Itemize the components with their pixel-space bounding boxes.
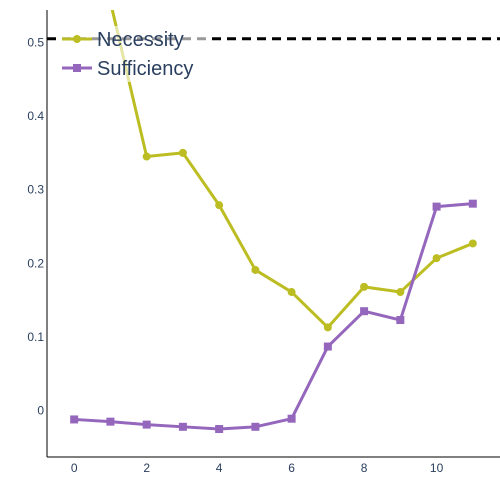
series-line-necessity [110,10,474,329]
data-point-necessity [142,152,151,161]
x-tick-label: 8 [361,461,368,475]
x-tick-labels: 0 2 4 6 8 10 [71,461,444,475]
series-line-sufficiency [74,202,473,431]
legend-background [58,26,206,82]
y-tick-label: 0.1 [27,330,44,344]
data-point-necessity [323,323,332,332]
legend-marker-sufficiency [73,64,81,72]
data-point-necessity [432,254,441,263]
data-point-sufficiency [178,422,187,431]
data-point-necessity [360,282,369,291]
data-point-sufficiency [432,202,441,211]
legend: Necessity Sufficiency [58,26,206,82]
plot-area [47,10,500,457]
data-point-sufficiency [142,420,151,429]
data-point-sufficiency [360,307,369,316]
x-tick-label: 10 [430,461,444,475]
y-tick-label: 0.4 [27,109,44,123]
data-point-sufficiency [287,414,296,423]
series-layer [70,0,477,434]
data-point-sufficiency [215,425,224,434]
data-point-necessity [251,265,260,274]
data-point-sufficiency [106,417,115,426]
y-tick-label: 0.3 [27,183,44,197]
data-point-sufficiency [323,342,332,351]
legend-label-necessity: Necessity [97,29,184,51]
y-tick-label: 0.2 [27,256,44,270]
data-point-necessity [468,239,477,248]
legend-label-sufficiency: Sufficiency [97,58,193,80]
y-tick-label: 0 [37,404,44,418]
x-tick-label: 4 [216,461,223,475]
data-point-necessity [287,288,296,297]
data-point-necessity [215,201,224,210]
data-point-sufficiency [468,199,477,208]
data-point-sufficiency [251,422,260,431]
x-tick-label: 0 [71,461,78,475]
x-tick-label: 2 [143,461,150,475]
data-point-sufficiency [70,415,79,424]
y-tick-label: 0.5 [27,35,44,49]
data-point-necessity [106,0,114,6]
data-point-necessity [178,148,187,157]
data-point-necessity [396,288,405,297]
x-tick-label: 6 [288,461,295,475]
data-point-sufficiency [396,316,405,325]
y-tick-labels: 0 0.1 0.2 0.3 0.4 0.5 [27,35,44,417]
legend-marker-necessity [73,35,81,43]
